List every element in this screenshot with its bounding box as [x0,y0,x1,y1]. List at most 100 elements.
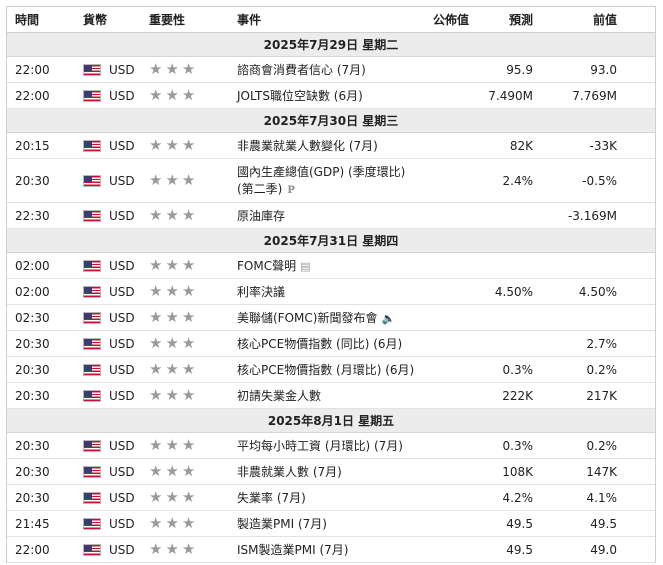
event-forecast: 7.490M [488,89,533,103]
event-name-cell[interactable]: 非農業就業人數變化 (7月) [237,139,378,153]
event-name[interactable]: ISM製造業PMI (7月) [237,543,349,557]
event-time: 22:30 [15,209,50,223]
event-name[interactable]: 失業率 (7月) [237,491,306,505]
event-name-cell[interactable]: 失業率 (7月) [237,491,306,505]
event-name-cell[interactable]: 原油庫存 [237,209,285,223]
currency-code: USD [109,439,135,453]
importance-stars: ★★★ [149,438,198,453]
event-name-cell[interactable]: 平均每小時工資 (月環比) (7月) [237,439,403,453]
event-name-cell[interactable]: FOMC聲明 ▤ [237,259,311,274]
event-name-cell[interactable]: 初請失業金人數 [237,389,321,403]
event-time: 02:00 [15,259,50,273]
importance-stars: ★★★ [149,138,198,153]
header-currency[interactable]: 貨幣 [83,13,108,27]
event-name-cell[interactable]: 非農就業人數 (7月) [237,465,342,479]
event-forecast: 4.2% [502,491,534,505]
importance-stars: ★★★ [149,62,198,77]
event-name[interactable]: 國內生產總值(GDP) (季度環比) [237,165,406,179]
us-flag-icon [83,390,101,402]
event-name[interactable]: 利率決議 [237,285,286,299]
importance-stars: ★★★ [149,388,198,403]
event-time: 22:00 [15,543,50,557]
event-row[interactable]: 21:45 USD ★★★ 製造業PMI (7月) 49.5 49.5 [7,511,655,537]
event-name[interactable]: 核心PCE物價指數 (月環比) (6月) [237,363,415,377]
event-name[interactable]: 美聯儲(FOMC)新聞發布會 [237,311,378,325]
event-name-cell[interactable]: 利率決議 [237,285,285,299]
event-previous: 2.7% [586,337,618,351]
importance-stars: ★★★ [149,173,198,188]
currency-code: USD [109,209,135,223]
event-name[interactable]: 諮商會消費者信心 (7月) [237,63,366,77]
table-header-row: 時間 貨幣 重要性 事件 公佈值 預測 前值 [7,7,655,33]
event-name-line2[interactable]: (第二季) [237,182,283,196]
event-forecast: 0.3% [502,363,534,377]
header-importance[interactable]: 重要性 [149,13,186,27]
event-row[interactable]: 22:00 USD ★★★ ISM製造業PMI (7月) 49.5 49.0 [7,537,655,563]
currency-code: USD [109,337,135,351]
event-name-cell[interactable]: 核心PCE物價指數 (同比) (6月) [237,337,402,351]
header-event[interactable]: 事件 [237,13,262,27]
us-flag-icon [83,338,101,350]
event-name[interactable]: 非農就業人數 (7月) [237,465,342,479]
date-label: 2025年7月29日 星期二 [263,38,399,52]
event-forecast: 2.4% [502,174,534,188]
us-flag-icon [83,518,101,530]
event-row[interactable]: 02:30 USD ★★★ 美聯儲(FOMC)新聞發布會 🔈 [7,305,655,331]
currency-code: USD [109,543,135,557]
star-icon: ★★★ [149,136,199,154]
event-row[interactable]: 02:00 USD ★★★ 利率決議 4.50% 4.50% [7,279,655,305]
currency-code: USD [109,285,135,299]
us-flag-icon [83,260,101,272]
header-forecast[interactable]: 預測 [508,13,533,27]
star-icon: ★★★ [149,488,199,506]
event-name-cell[interactable]: JOLTS職位空缺數 (6月) [237,89,363,103]
event-row[interactable]: 20:30 USD ★★★ 核心PCE物價指數 (同比) (6月) 2.7% [7,331,655,357]
event-name-cell[interactable]: 核心PCE物價指數 (月環比) (6月) [237,363,414,377]
event-name[interactable]: 製造業PMI (7月) [237,517,327,531]
event-row[interactable]: 22:00 USD ★★★ JOLTS職位空缺數 (6月) 7.490M 7.769M [7,83,655,109]
header-actual[interactable]: 公佈值 [432,13,469,27]
star-icon: ★★★ [149,360,199,378]
header-previous[interactable]: 前值 [592,13,617,27]
event-row[interactable]: 20:15 USD ★★★ 非農業就業人數變化 (7月) 82K -33K [7,133,655,159]
event-row[interactable]: 22:30 USD ★★★ 原油庫存 -3.169M [7,203,655,229]
event-row[interactable]: 02:00 USD ★★★ FOMC聲明 ▤ [7,253,655,279]
event-forecast: 0.3% [502,439,534,453]
event-name[interactable]: 平均每小時工資 (月環比) (7月) [237,439,403,453]
event-row[interactable]: 20:30 USD ★★★ 初請失業金人數 222K 217K [7,383,655,409]
event-row[interactable]: 20:30 USD ★★★ 非農就業人數 (7月) 108K 147K [7,459,655,485]
event-name[interactable]: 非農業就業人數變化 (7月) [237,139,378,153]
event-row[interactable]: 22:00 USD ★★★ 諮商會消費者信心 (7月) 95.9 93.0 [7,57,655,83]
star-icon: ★★★ [149,308,199,326]
importance-stars: ★★★ [149,88,198,103]
event-name[interactable]: 核心PCE物價指數 (同比) (6月) [237,337,403,351]
us-flag-icon [83,544,101,556]
event-name-cell[interactable]: 諮商會消費者信心 (7月) [237,63,366,77]
event-time: 22:00 [15,63,50,77]
event-time: 20:15 [15,139,50,153]
us-flag-icon [83,466,101,478]
currency-code: USD [109,363,135,377]
event-previous: 93.0 [590,63,617,77]
document-icon[interactable]: ▤ [300,259,311,273]
event-row[interactable]: 20:30 USD ★★★ 失業率 (7月) 4.2% 4.1% [7,485,655,511]
event-row[interactable]: 20:30 USD ★★★ 核心PCE物價指數 (月環比) (6月) 0.3% 0.2% [7,357,655,383]
star-icon: ★★★ [149,436,199,454]
event-name[interactable]: 初請失業金人數 [237,389,322,403]
header-time[interactable]: 時間 [15,13,40,27]
event-forecast: 108K [502,465,533,479]
event-name-cell[interactable]: 製造業PMI (7月) [237,517,327,531]
speaker-icon[interactable]: 🔈 [381,311,396,325]
event-row[interactable]: 20:30 USD ★★★ 國內生產總值(GDP) (季度環比) (第二季) P 2.4% -… [7,159,655,203]
event-row[interactable]: 20:30 USD ★★★ 平均每小時工資 (月環比) (7月) 0.3% 0.2% [7,433,655,459]
event-name-cell[interactable]: 國內生產總值(GDP) (季度環比) (第二季) P [237,164,405,199]
event-name[interactable]: JOLTS職位空缺數 (6月) [237,89,363,103]
event-name-cell[interactable]: ISM製造業PMI (7月) [237,543,348,557]
event-name-cell[interactable]: 美聯儲(FOMC)新聞發布會 🔈 [237,311,395,326]
star-icon: ★★★ [149,540,199,558]
event-previous: -33K [589,139,617,153]
event-name[interactable]: 原油庫存 [237,209,286,223]
importance-stars: ★★★ [149,490,198,505]
event-previous: -0.5% [582,174,617,188]
event-name[interactable]: FOMC聲明 [237,259,297,273]
